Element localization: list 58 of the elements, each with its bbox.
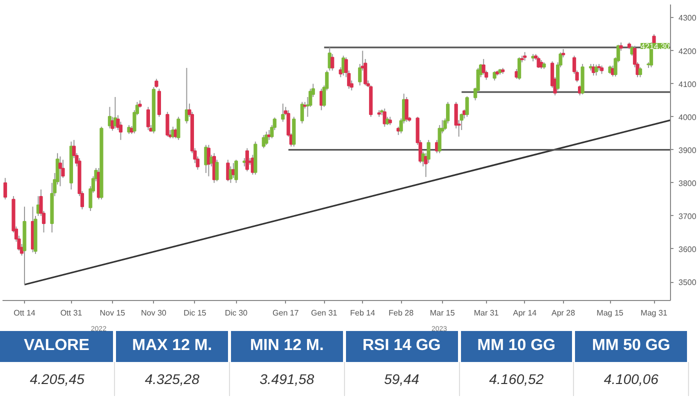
x-tick-label: Mar 31	[474, 308, 500, 318]
y-tick-label: 4100	[678, 80, 697, 89]
candlestick	[638, 66, 642, 78]
text: VALORE	[24, 337, 90, 354]
text: RSI 14 GG	[362, 337, 441, 354]
x-tick-label: Gen 31	[311, 308, 338, 318]
candlestick	[594, 64, 598, 76]
y-tick-label: 3800	[678, 178, 697, 188]
x-tick-label: Gen 17	[272, 308, 300, 318]
candlestick	[330, 54, 334, 72]
x-tick-label: Dic 30	[224, 308, 248, 318]
y-tick-label: 3700	[678, 212, 697, 221]
candlestick	[234, 159, 238, 184]
candlestick	[404, 96, 408, 122]
x-tick-label: Feb 28	[388, 308, 414, 318]
y-tick-label: 4000	[678, 112, 697, 122]
x-tick-label: Ott 31	[60, 308, 83, 318]
text: 4.325,28	[114, 362, 230, 396]
x-tick-label: Apr 28	[552, 308, 576, 318]
y-tick-label: 3600	[678, 244, 697, 254]
candlestick	[300, 101, 304, 124]
x-tick-label: Ott 14	[14, 308, 36, 318]
text: MAX 12 M.	[114, 331, 230, 362]
candlestick	[157, 88, 161, 118]
x-tick-label: Feb 14	[350, 308, 376, 318]
text: 4.205,45	[0, 362, 115, 396]
candlestick	[58, 156, 62, 187]
candlestick	[146, 106, 150, 131]
text: 4.100,06	[574, 362, 688, 396]
text: 3.491,58	[230, 362, 344, 396]
x-tick-label: Mag 31	[640, 308, 668, 318]
x-tick-label: Dic 15	[184, 308, 207, 318]
y-tick-label: 4200	[678, 46, 697, 56]
text: 4.160,52	[459, 362, 574, 396]
text: MM 10 GG	[459, 331, 574, 362]
text: MIN 12 M.	[230, 331, 344, 362]
x-tick-label: Nov 30	[141, 308, 167, 318]
y-tick-label: 4300	[678, 14, 697, 23]
candlestick	[264, 131, 268, 146]
x-tick-label: Nov 15	[100, 308, 126, 318]
y-tick-label: 3900	[678, 146, 697, 155]
candlestick	[226, 159, 230, 182]
candlestick	[245, 148, 249, 172]
text: 59,44	[344, 362, 459, 396]
candlestick	[536, 56, 540, 68]
x-tick-label: Apr 14	[513, 308, 538, 318]
y-tick-label: 3500	[678, 278, 697, 287]
candlestick	[215, 159, 219, 182]
candlestick	[166, 111, 170, 138]
x-tick-label: Mag 15	[596, 308, 624, 318]
annotation: 4214.30	[640, 42, 670, 52]
candlestick	[281, 103, 285, 122]
candlestick	[518, 56, 522, 80]
candlestick	[465, 96, 469, 118]
x-tick-label: Mar 15	[430, 308, 456, 318]
candlestick	[3, 177, 8, 200]
candlestick	[176, 116, 180, 140]
text: MM 50 GG	[574, 331, 688, 362]
